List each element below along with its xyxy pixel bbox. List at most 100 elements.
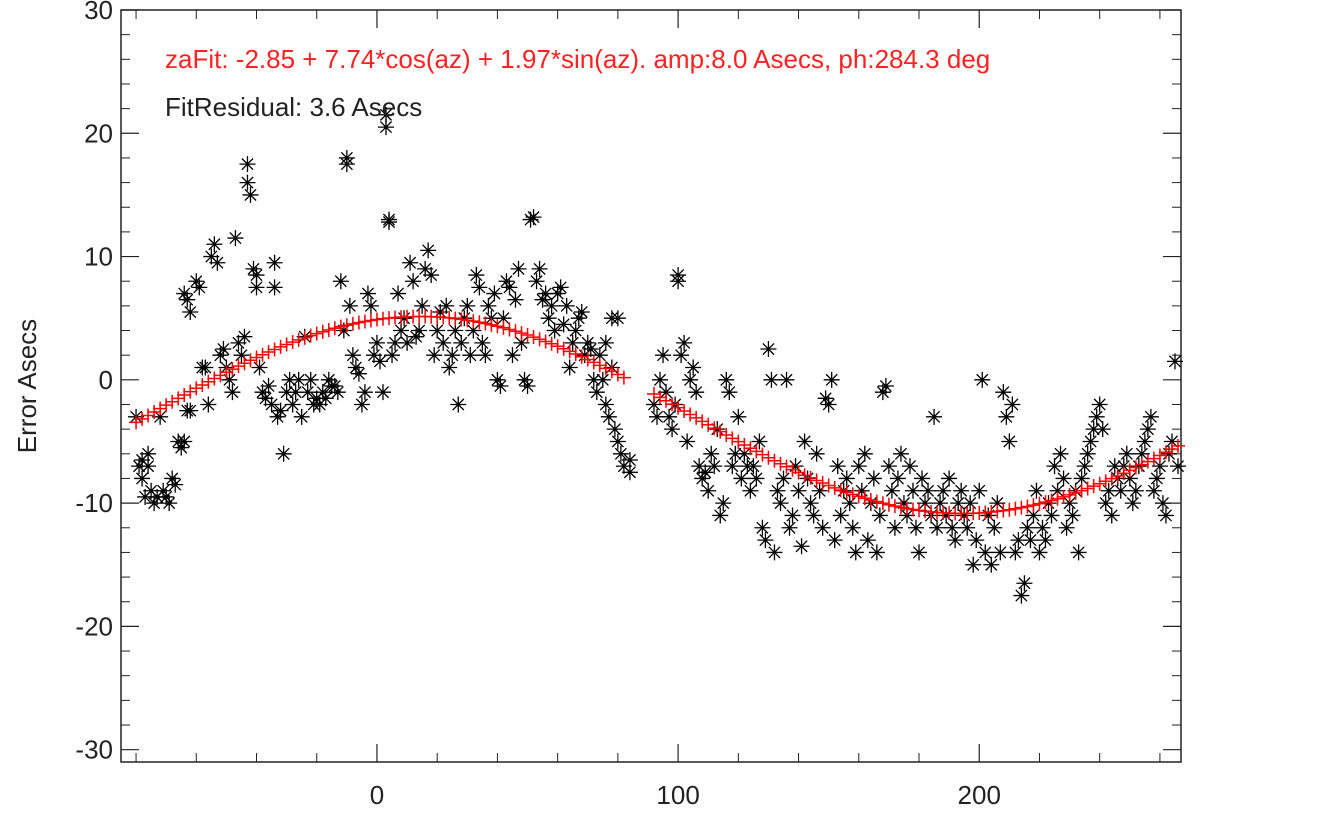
fit-point [1164, 442, 1179, 457]
fit-point [514, 326, 529, 341]
fit-point [610, 367, 625, 382]
data-point [844, 519, 861, 536]
fit-point [1068, 485, 1083, 500]
data-point [444, 347, 461, 364]
fit-point [472, 315, 487, 330]
fit-point [165, 394, 180, 409]
data-point [841, 495, 858, 512]
fit-point [315, 324, 330, 339]
data-point [365, 347, 382, 364]
data-point [224, 384, 241, 401]
fit-point [1134, 457, 1149, 472]
data-point [408, 328, 425, 345]
data-point [1049, 482, 1066, 499]
data-point [781, 519, 798, 536]
fit-point [779, 459, 794, 474]
data-point [953, 482, 970, 499]
data-point [236, 328, 253, 345]
data-point [546, 322, 563, 339]
data-point [733, 470, 750, 487]
data-point [1082, 433, 1099, 450]
fit-point [496, 320, 511, 335]
fit-point [255, 347, 270, 362]
fit-point [261, 345, 276, 360]
data-point [501, 279, 518, 296]
data-point [1088, 408, 1105, 425]
data-point [1121, 470, 1138, 487]
data-point [1028, 482, 1045, 499]
data-point [528, 273, 545, 290]
data-point [682, 371, 699, 388]
fit-point [129, 415, 144, 430]
data-point [1076, 458, 1093, 475]
data-point [275, 445, 292, 462]
data-point [182, 304, 199, 321]
data-point [525, 209, 542, 226]
fit-point [1032, 496, 1047, 511]
fit-point [598, 361, 613, 376]
data-point [959, 519, 976, 536]
data-point [1013, 587, 1030, 604]
data-point [868, 544, 885, 561]
data-point [462, 347, 479, 364]
y-tick-label: -20 [75, 611, 113, 641]
data-point [564, 334, 581, 351]
data-point [426, 347, 443, 364]
fit-point [363, 313, 378, 328]
data-point [362, 297, 379, 314]
data-point [658, 384, 675, 401]
fit-point [333, 319, 348, 334]
fit-point [863, 492, 878, 507]
fit-point [225, 362, 240, 377]
data-point [393, 322, 410, 339]
data-point [299, 384, 316, 401]
data-point [374, 384, 391, 401]
data-point [597, 396, 614, 413]
data-point [676, 334, 693, 351]
data-point [917, 495, 934, 512]
fit-point [851, 489, 866, 504]
data-point [191, 279, 208, 296]
data-point [1046, 458, 1063, 475]
data-point [1127, 482, 1144, 499]
data-point [926, 408, 943, 425]
data-point [390, 285, 407, 302]
fit-point [357, 314, 372, 329]
fit-point [586, 355, 601, 370]
data-point [832, 507, 849, 524]
data-point [992, 544, 1009, 561]
fit-point [797, 468, 812, 483]
data-point [405, 273, 422, 290]
data-point [359, 285, 376, 302]
data-point [248, 267, 265, 284]
data-point [308, 390, 325, 407]
data-point [977, 544, 994, 561]
data-point [317, 390, 334, 407]
data-point [447, 322, 464, 339]
data-point [901, 458, 918, 475]
data-point [513, 334, 530, 351]
data-point [796, 433, 813, 450]
data-point [811, 482, 828, 499]
data-point [814, 519, 831, 536]
data-point [516, 371, 533, 388]
data-point [778, 371, 795, 388]
data-point [995, 384, 1012, 401]
data-point [356, 384, 373, 401]
data-point [745, 458, 762, 475]
data-point [353, 396, 370, 413]
data-point [769, 482, 786, 499]
data-point [420, 242, 437, 259]
data-point [600, 408, 617, 425]
data-point [1043, 507, 1060, 524]
data-point [537, 285, 554, 302]
data-point [892, 445, 909, 462]
y-tick-label: 20 [84, 118, 113, 148]
data-point [703, 445, 720, 462]
y-tick-label: 0 [99, 365, 113, 395]
data-point [284, 396, 301, 413]
fit-point [327, 321, 342, 336]
fit-point [1116, 466, 1131, 481]
data-point [594, 371, 611, 388]
data-point [1022, 532, 1039, 549]
